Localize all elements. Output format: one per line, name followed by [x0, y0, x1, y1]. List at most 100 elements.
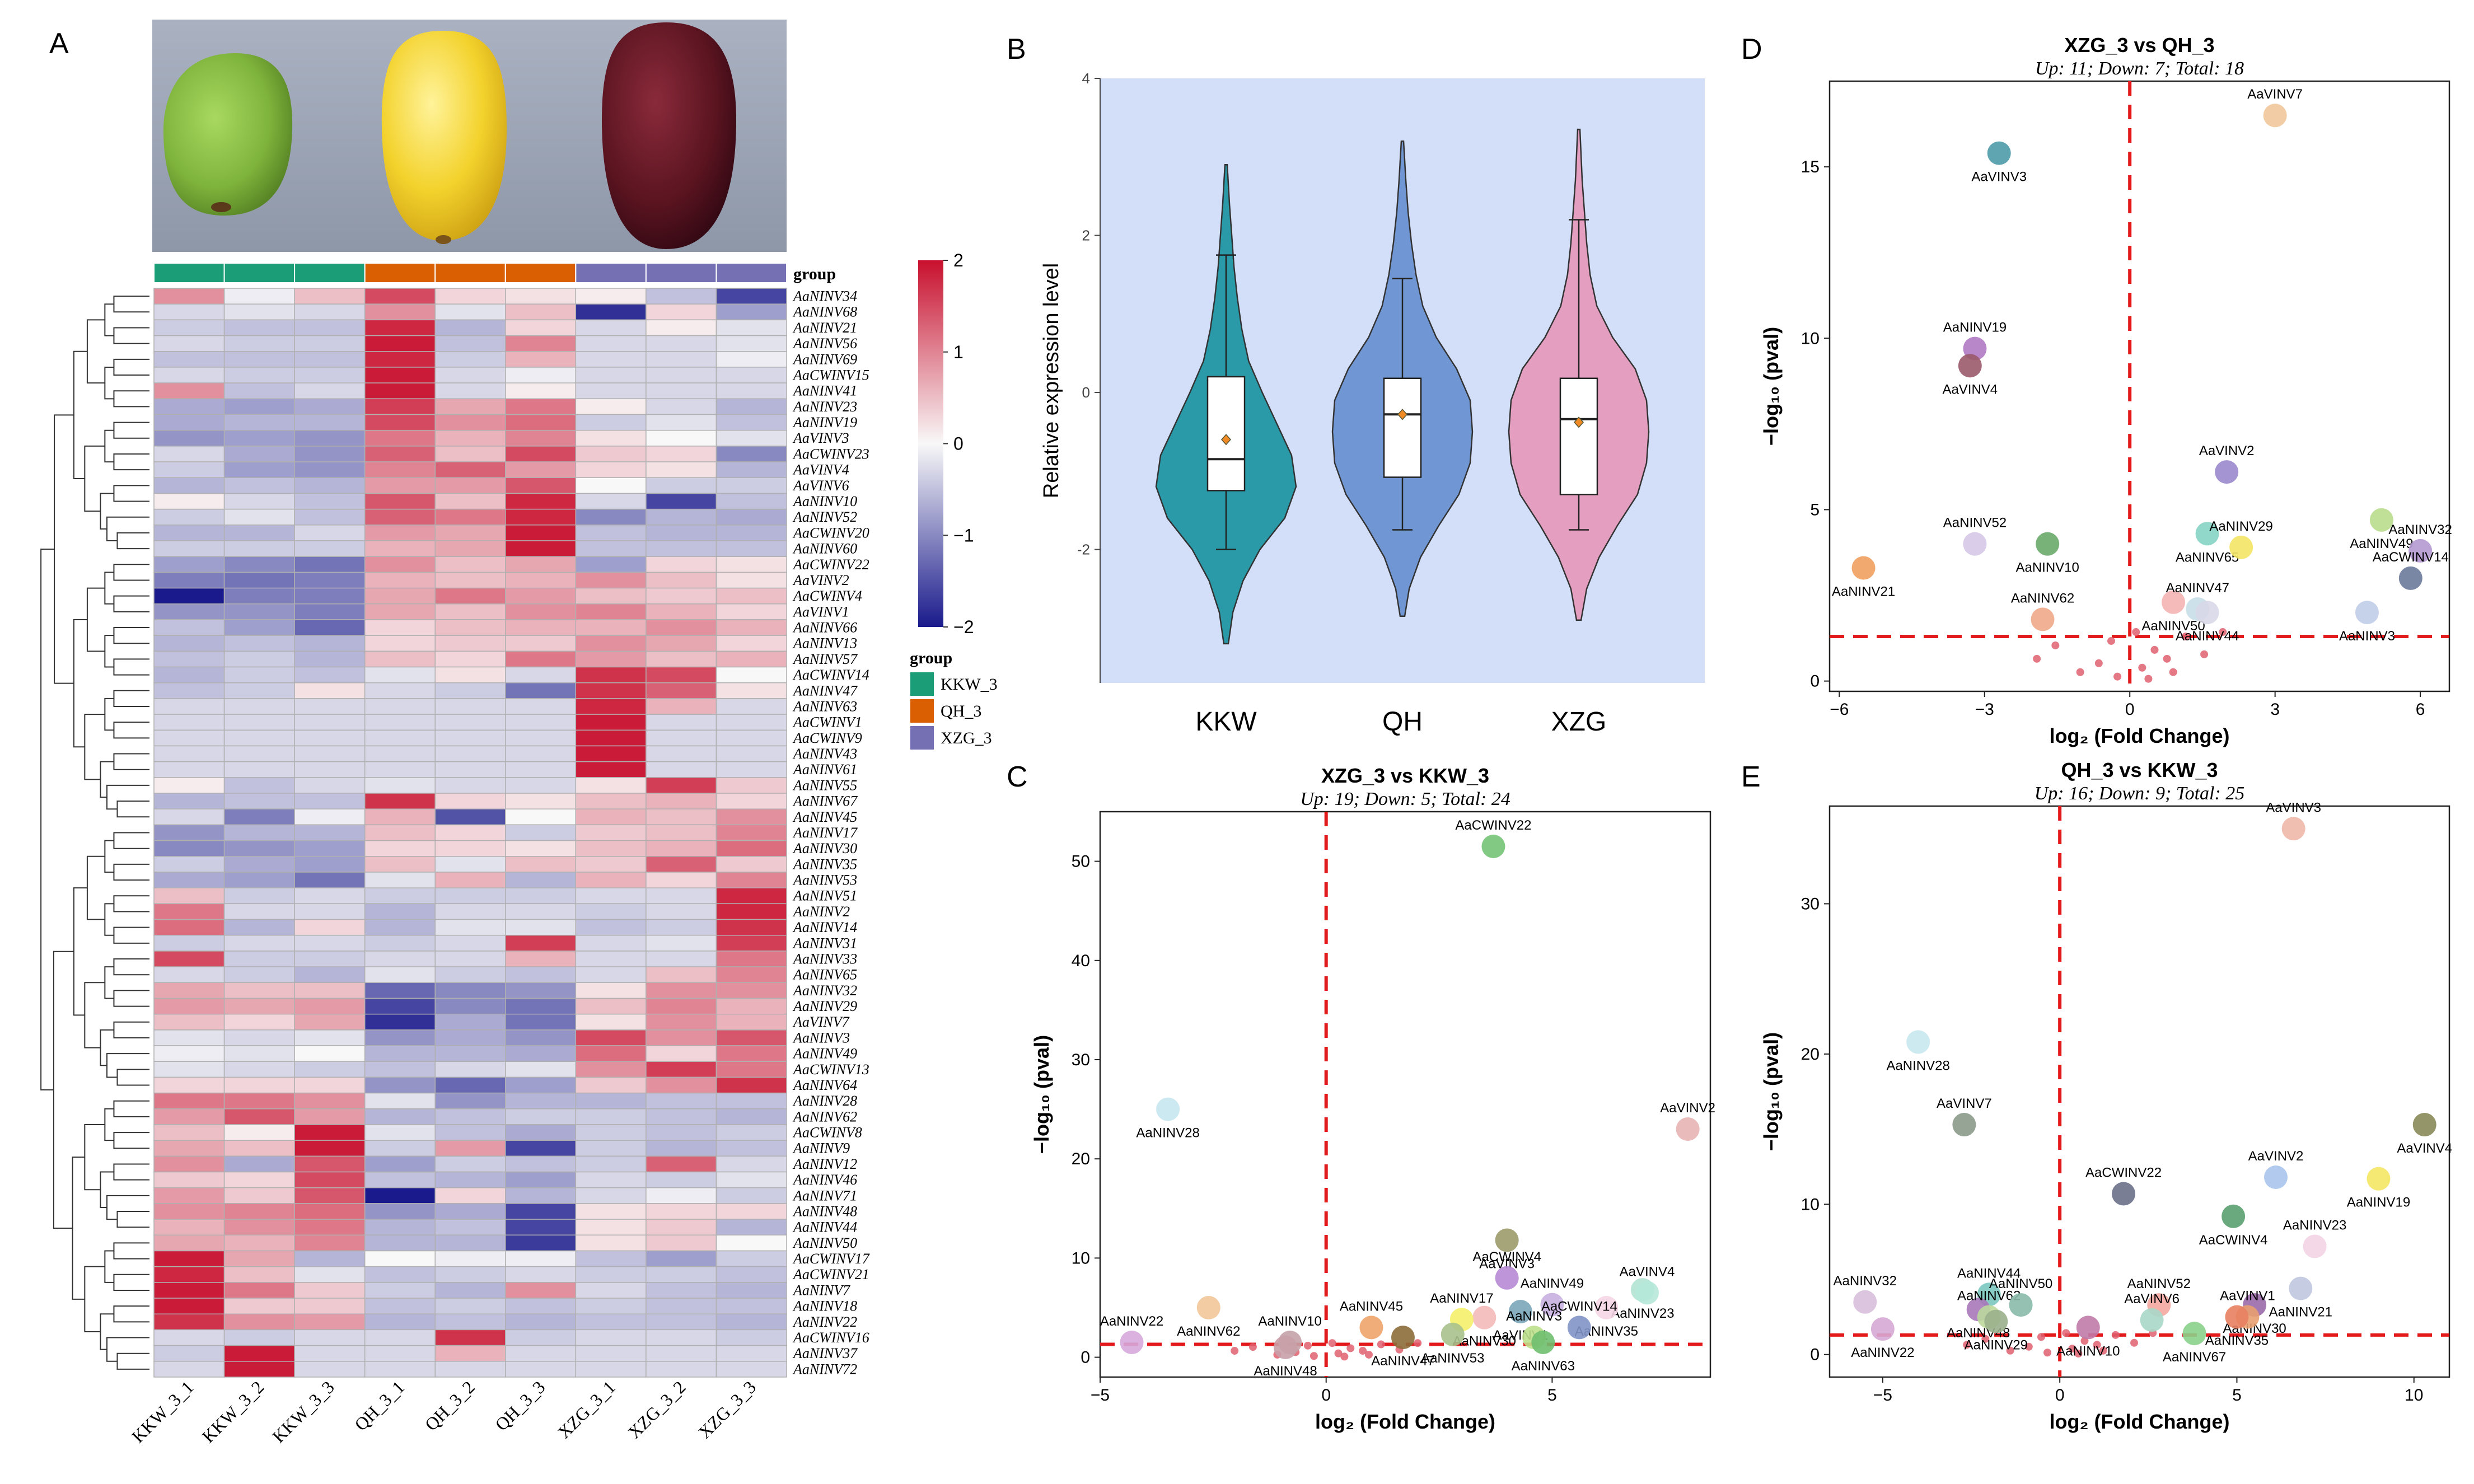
- heatmap-cell: [575, 1282, 647, 1299]
- heatmap-cell: [294, 666, 366, 684]
- heatmap-cell: [575, 1329, 647, 1346]
- heatmap-cell: [646, 508, 717, 526]
- heatmap-cell: [364, 934, 436, 952]
- heatmap-cell: [434, 556, 506, 573]
- heatmap-cell: [294, 1234, 366, 1252]
- heatmap-cell: [646, 477, 717, 494]
- significant-point: [1984, 1309, 2008, 1333]
- heatmap-cell: [715, 903, 787, 920]
- x-tick-label: −5: [1873, 1386, 1892, 1405]
- heatmap-cell: [223, 1029, 295, 1046]
- heatmap-cell: [434, 698, 506, 715]
- heatmap-cell: [505, 477, 577, 494]
- significant-point: [2303, 1234, 2327, 1258]
- heatmap-cell: [505, 714, 577, 731]
- heatmap-cell: [715, 1076, 787, 1094]
- heatmap-cell: [646, 1345, 717, 1362]
- heatmap-cell: [505, 729, 577, 747]
- heatmap-cell: [575, 887, 647, 905]
- heatmap-cell: [294, 793, 366, 809]
- heatmap-cell: [364, 1061, 436, 1078]
- nonsignificant-point: [2132, 628, 2140, 636]
- dendrogram-branch: [40, 548, 55, 1090]
- gene-label: AaNINV69: [792, 351, 857, 367]
- plot-subtitle: Up: 11; Down: 7; Total: 18: [2035, 58, 2244, 79]
- heatmap-cell: [646, 1187, 717, 1204]
- heatmap-cell: [223, 1155, 295, 1173]
- heatmap-cell: [294, 1076, 366, 1094]
- y-tick-label: 30: [1072, 1051, 1090, 1069]
- heatmap-cell: [715, 635, 787, 652]
- heatmap-cell: [294, 1108, 366, 1125]
- heatmap-cell: [364, 761, 436, 778]
- heatmap-cell: [715, 382, 787, 400]
- heatmap-cell: [434, 303, 506, 321]
- point-label: AaNINV52: [1943, 516, 2007, 531]
- point-label: AaNINV29: [1965, 1338, 2028, 1353]
- heatmap-cell: [646, 1329, 717, 1346]
- heatmap-cell: [715, 525, 787, 541]
- heatmap-cell: [646, 808, 717, 826]
- heatmap-cell: [294, 1203, 366, 1220]
- heatmap-cell: [223, 587, 295, 605]
- nonsignificant-point: [2169, 668, 2177, 676]
- heatmap-cell: [223, 1203, 295, 1220]
- heatmap-cell: [646, 666, 717, 684]
- heatmap-cell: [434, 508, 506, 526]
- heatmap-cell: [646, 966, 717, 984]
- heatmap-cell: [223, 367, 295, 383]
- heatmap-cell: [364, 808, 436, 826]
- point-label: AaCWINV22: [1455, 818, 1531, 833]
- heatmap-cell: [153, 808, 225, 826]
- point-label: AaNINV17: [1430, 1291, 1493, 1306]
- heatmap-cell: [364, 1013, 436, 1031]
- y-tick-label: 15: [1801, 158, 1820, 176]
- heatmap-cell: [715, 1171, 787, 1188]
- heatmap-cell: [715, 745, 787, 762]
- heatmap-cell: [294, 872, 366, 888]
- heatmap-cell: [364, 966, 436, 984]
- heatmap-cell: [223, 761, 295, 778]
- heatmap-cell: [575, 714, 647, 731]
- heatmap-cell: [153, 903, 225, 920]
- heatmap-cell: [223, 1124, 295, 1141]
- heatmap-cell: [434, 729, 506, 747]
- heatmap-cell: [715, 714, 787, 731]
- heatmap-cell: [575, 508, 647, 526]
- heatmap-cell: [223, 887, 295, 905]
- nonsignificant-point: [2113, 672, 2122, 681]
- heatmap-cell: [223, 982, 295, 999]
- group-legend-title: group: [910, 649, 952, 667]
- significant-point: [2263, 104, 2287, 128]
- heatmap-cell: [646, 461, 717, 479]
- heatmap-cell: [434, 1234, 506, 1252]
- nonsignificant-point: [2051, 641, 2060, 649]
- x-axis-title: log₂ (Fold Change): [2050, 1410, 2230, 1433]
- heatmap-cell: [505, 1345, 577, 1362]
- point-label: AaCWINV14: [2373, 550, 2449, 565]
- heatmap-cell: [294, 1155, 366, 1173]
- nonsignificant-point: [2130, 1338, 2139, 1347]
- heatmap-cell: [715, 461, 787, 479]
- x-tick-label: −6: [1830, 700, 1849, 719]
- gene-label: AaNINV46: [792, 1172, 857, 1188]
- heatmap-cell: [505, 303, 577, 321]
- heatmap-cell: [646, 1298, 717, 1314]
- gene-label: AaNINV13: [792, 635, 857, 652]
- point-label: AaVINV7: [1937, 1096, 1992, 1111]
- heatmap-cell: [434, 429, 506, 447]
- heatmap-cell: [153, 1282, 225, 1299]
- gene-label: AaNINV17: [792, 825, 858, 841]
- significant-point: [2182, 1322, 2206, 1346]
- heatmap-cell: [364, 603, 436, 620]
- heatmap-cell: [575, 1045, 647, 1062]
- heatmap-cell: [505, 872, 577, 888]
- gene-label: AaNINV29: [792, 998, 857, 1014]
- heatmap-cell: [715, 303, 787, 321]
- heatmap-cell: [294, 966, 366, 984]
- heatmap-cell: [575, 635, 647, 652]
- heatmap-cell: [153, 398, 225, 415]
- heatmap-cell: [575, 493, 647, 510]
- y-tick-label: 20: [1072, 1150, 1090, 1168]
- heatmap-cell: [646, 1282, 717, 1299]
